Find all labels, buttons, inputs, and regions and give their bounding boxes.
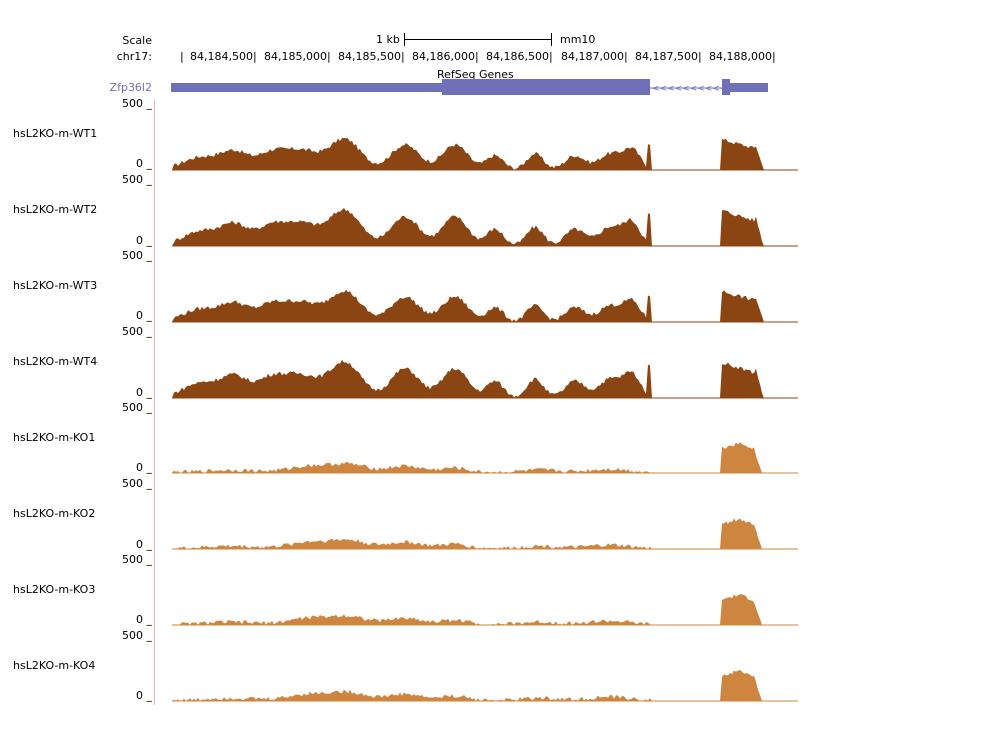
track-name-ko2[interactable]: hsL2KO-m-KO2 xyxy=(13,507,96,520)
coverage-track-hsL2KO-m-WT3[interactable] xyxy=(172,289,798,322)
chrom-label: chr17: xyxy=(116,50,152,63)
track-min-label: 0 _ xyxy=(136,461,152,474)
position-label: 84,185,500| xyxy=(338,50,405,63)
gene-exon-2[interactable] xyxy=(722,79,730,95)
position-label: 84,187,500| xyxy=(635,50,702,63)
track-min-label: 0 _ xyxy=(136,689,152,702)
track-min-label: 0 _ xyxy=(136,538,152,551)
coverage-track-hsL2KO-m-KO3[interactable] xyxy=(172,594,798,625)
position-label: 84,188,000| xyxy=(709,50,776,63)
coverage-track-hsL2KO-m-KO1[interactable] xyxy=(172,442,798,473)
coverage-track-hsL2KO-m-WT1[interactable] xyxy=(172,138,798,170)
assembly-label: mm10 xyxy=(560,33,596,46)
track-max-label: 500 _ xyxy=(122,249,152,262)
gene-name-label[interactable]: Zfp36l2 xyxy=(109,81,152,94)
coverage-track-hsL2KO-m-WT2[interactable] xyxy=(172,208,798,246)
track-min-label: 0 _ xyxy=(136,613,152,626)
gene-utr-left[interactable] xyxy=(171,83,442,92)
coverage-track-hsL2KO-m-KO2[interactable] xyxy=(172,518,798,549)
track-max-label: 500 _ xyxy=(122,629,152,642)
track-max-label: 500 _ xyxy=(122,401,152,414)
track-max-label: 500 _ xyxy=(122,553,152,566)
position-label: 84,186,500| xyxy=(486,50,553,63)
track-min-label: 0 _ xyxy=(136,386,152,399)
track-max-label: 500 _ xyxy=(122,325,152,338)
track-min-label: 0 _ xyxy=(136,157,152,170)
track-min-label: 0 _ xyxy=(136,234,152,247)
track-max-label: 500 _ xyxy=(122,97,152,110)
coverage-track-hsL2KO-m-KO4[interactable] xyxy=(172,670,798,701)
scale-bar-label: 1 kb xyxy=(376,33,400,46)
gene-coding-exon[interactable] xyxy=(442,79,650,95)
track-name-wt4[interactable]: hsL2KO-m-WT4 xyxy=(13,355,98,368)
track-name-ko3[interactable]: hsL2KO-m-KO3 xyxy=(13,583,96,596)
position-label: 84,186,000| xyxy=(412,50,479,63)
track-name-ko1[interactable]: hsL2KO-m-KO1 xyxy=(13,431,96,444)
track-left-border xyxy=(154,100,155,705)
coverage-tracks xyxy=(172,138,798,702)
track-name-wt3[interactable]: hsL2KO-m-WT3 xyxy=(13,279,98,292)
position-label: 84,184,500| xyxy=(190,50,257,63)
track-max-label: 500 _ xyxy=(122,173,152,186)
track-name-wt1[interactable]: hsL2KO-m-WT1 xyxy=(13,127,98,140)
scale-bar-right-tick xyxy=(551,33,552,46)
gene-model[interactable]: <<<<<<<<<< xyxy=(171,79,768,95)
gene-utr-right[interactable] xyxy=(730,83,768,92)
position-label: 84,187,000| xyxy=(561,50,628,63)
track-min-label: 0 _ xyxy=(136,309,152,322)
position-tick-start: | xyxy=(180,50,184,63)
track-name-ko4[interactable]: hsL2KO-m-KO4 xyxy=(13,659,96,672)
track-name-wt2[interactable]: hsL2KO-m-WT2 xyxy=(13,203,98,216)
scale-bar xyxy=(404,39,552,40)
scale-label: Scale xyxy=(122,34,152,47)
coverage-track-hsL2KO-m-WT4[interactable] xyxy=(172,359,798,398)
refseq-group-label: RefSeq Genes xyxy=(437,68,514,81)
position-label: 84,185,000| xyxy=(264,50,331,63)
scale-bar-left-tick xyxy=(404,33,405,46)
track-max-label: 500 _ xyxy=(122,477,152,490)
strand-arrows: <<<<<<<<<< xyxy=(652,84,727,94)
